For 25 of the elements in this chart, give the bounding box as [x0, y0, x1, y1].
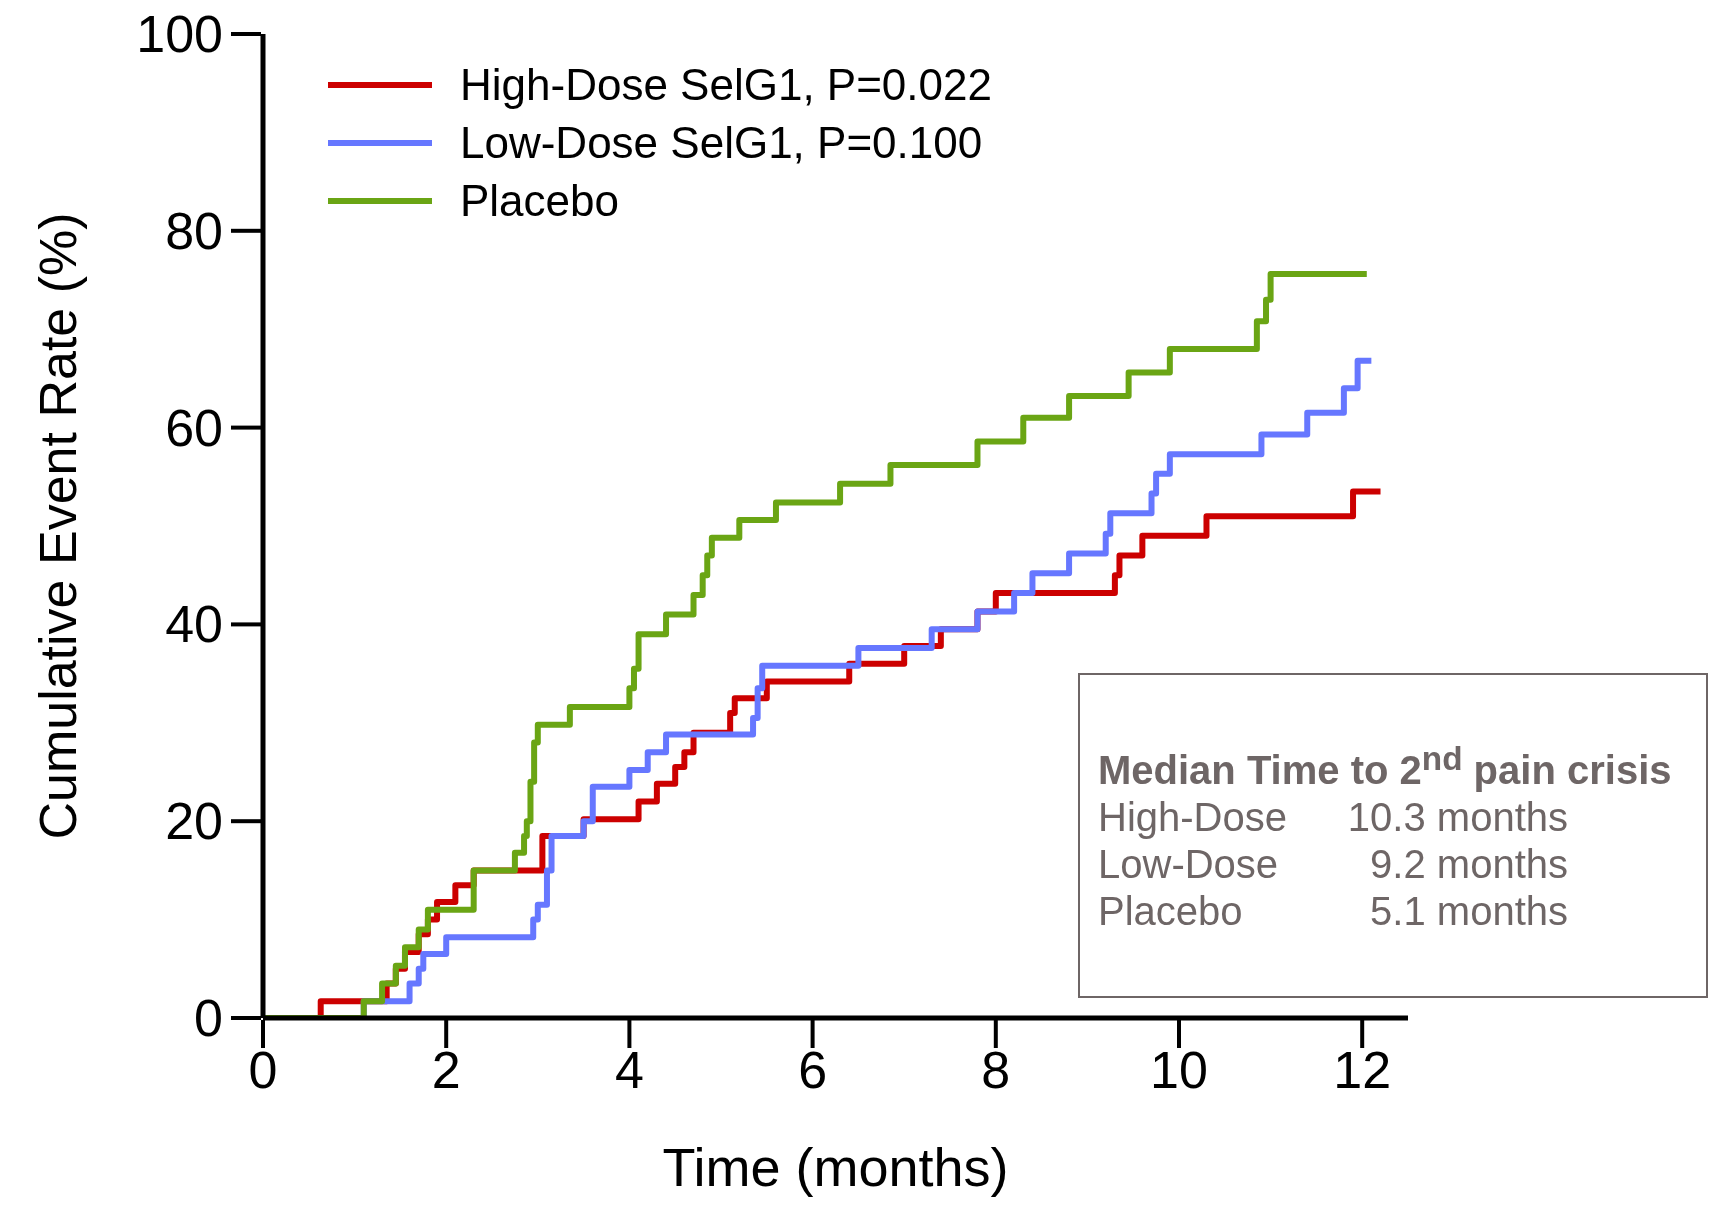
x-tick-label: 12	[1333, 1041, 1392, 1099]
y-tick-label: 100	[136, 5, 223, 63]
legend-label: High-Dose SelG1, P=0.022	[460, 60, 992, 110]
legend-label: Low-Dose SelG1, P=0.100	[460, 118, 983, 168]
x-tick-label: 4	[614, 1041, 644, 1099]
annotation: 9.2 months	[1369, 842, 1568, 888]
annotation: Placebo	[1098, 889, 1244, 935]
legend-label: Placebo	[460, 176, 620, 226]
x-tick-label: 6	[798, 1041, 828, 1099]
annotation: Median Time to 2$^{nd}$ pain crisis	[1098, 740, 1673, 794]
annotation: 10.3 months	[1346, 795, 1568, 841]
y-axis-title: Cumulative Event Rate (%)	[29, 212, 88, 840]
y-tick-label: 40	[165, 595, 223, 654]
y-tick-label: 0	[194, 989, 223, 1047]
annotation: 5.1 months	[1369, 889, 1568, 935]
annotation: Low-Dose	[1098, 842, 1280, 888]
x-tick-label: 10	[1150, 1041, 1208, 1099]
x-tick-label: 0	[248, 1041, 278, 1099]
y-tick-label: 80	[165, 201, 223, 260]
x-tick-label: 8	[981, 1041, 1011, 1099]
x-axis-title: Time (months)	[662, 1137, 1009, 1197]
y-tick-label: 60	[165, 398, 223, 457]
y-tick-label: 20	[165, 792, 223, 851]
x-tick-label: 2	[431, 1041, 461, 1099]
annotation: High-Dose	[1098, 795, 1288, 841]
